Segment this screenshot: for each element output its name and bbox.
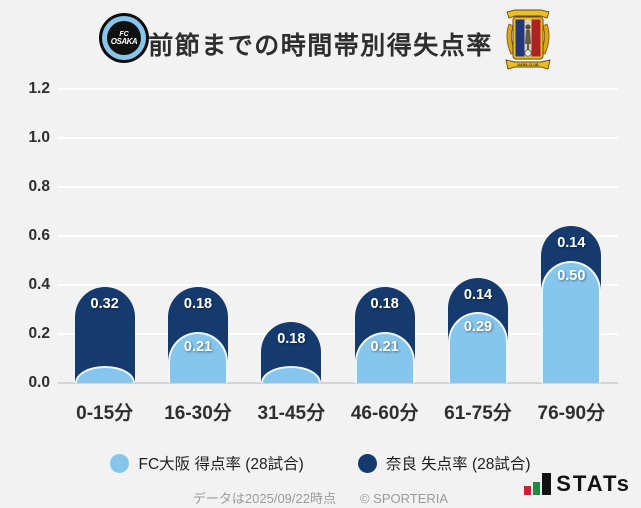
bar-value-label: 0.14	[557, 235, 586, 252]
x-axis: 0-15分 16-30分 31-45分 46-60分 61-75分 76-90分	[58, 398, 618, 424]
bar-value-label: 0.18	[370, 296, 399, 313]
bar-group: 0.18 0.21	[151, 89, 244, 383]
bar-value-label: 0.32	[90, 296, 119, 313]
y-tick-label: 0.6	[28, 227, 50, 244]
y-tick-label: 1.0	[28, 129, 50, 146]
fc-osaka-logo-text: FC	[119, 30, 129, 38]
bar-value-label: 0.29	[463, 318, 493, 335]
copyright-text: © SPORTERIA	[359, 491, 449, 506]
grid-line	[58, 284, 618, 286]
y-tick-label: 1.2	[28, 80, 50, 97]
footer-note: データは2025/09/22時点 © SPORTERIA	[0, 488, 641, 507]
y-tick-label: 0.8	[28, 178, 50, 195]
bar-group: 0.18	[245, 89, 338, 383]
legend-item: FC大阪 得点率 (28試合)	[110, 452, 304, 474]
y-tick-label: 0.0	[28, 374, 50, 391]
bar-value-label: 0.18	[277, 330, 306, 347]
x-axis-label: 31-45分	[257, 403, 326, 424]
stats-bar-chart-icon	[524, 473, 552, 495]
page-title: 前節までの時間帯別得失点率	[148, 32, 493, 60]
legend: FC大阪 得点率 (28試合) 奈良 失点率 (28試合)	[0, 452, 641, 474]
x-axis-label: 76-90分	[537, 403, 606, 424]
grid-line	[58, 137, 618, 139]
legend-swatch-icon	[357, 453, 377, 473]
legend-item: 奈良 失点率 (28試合)	[357, 452, 531, 474]
nara-club-crest-icon: NARA CLUB	[505, 9, 551, 70]
y-axis: 0.0 0.2 0.4 0.6 0.8 1.0 1.2	[12, 80, 50, 391]
y-tick-label: 0.4	[28, 276, 50, 293]
bar-value-label: 0.18	[183, 296, 213, 313]
grid-line	[58, 333, 618, 335]
stats-logo-text: STATs	[556, 471, 631, 496]
bar-light-segment	[447, 311, 508, 383]
grid-line	[58, 88, 618, 90]
legend-label: FC大阪 得点率 (28試合)	[138, 456, 304, 473]
x-axis-label: 16-30分	[164, 403, 232, 424]
fc-osaka-logo-ring: FC OSAKA	[102, 16, 146, 60]
legend-label: 奈良 失点率 (28試合)	[385, 456, 531, 473]
bar-value-label: 0.14	[463, 286, 493, 303]
bar-light-segment	[541, 260, 602, 383]
x-axis-label: 46-60分	[350, 403, 419, 424]
x-axis-label: 61-75分	[444, 403, 512, 424]
fc-osaka-logo: FC OSAKA	[99, 13, 149, 63]
stats-logo: STATs	[524, 473, 631, 495]
data-date-note: データは2025/09/22時点	[192, 491, 336, 506]
bar-value-label: 0.21	[370, 338, 399, 355]
bar-group: 0.32	[58, 89, 151, 383]
fc-osaka-logo-core: FC OSAKA	[107, 21, 141, 55]
chart-plot-area: 0.32 0.18 0.21 0.18 0.18 0.21 0.14 0.29 0.14 0.50	[58, 88, 618, 384]
nara-club-banner-text: NARA CLUB	[517, 63, 539, 67]
grid-line	[58, 382, 618, 384]
bars-layer: 0.32 0.18 0.21 0.18 0.18 0.21 0.14 0.29 0.14 0.50	[58, 89, 618, 383]
grid-line	[58, 235, 618, 237]
bar-light-segment	[167, 331, 228, 383]
x-axis-label: 0-15分	[76, 403, 134, 424]
grid-line	[58, 186, 618, 188]
fc-osaka-logo-text: OSAKA	[110, 36, 138, 46]
legend-swatch-icon	[110, 453, 130, 473]
bar-group: 0.18 0.21	[338, 89, 431, 383]
bar-group: 0.14 0.50	[525, 89, 618, 383]
bar-group: 0.14 0.29	[431, 89, 524, 383]
bar-value-label: 0.21	[183, 338, 213, 355]
bar-value-label: 0.50	[557, 267, 586, 284]
bar-light-segment	[354, 331, 415, 383]
y-tick-label: 0.2	[28, 325, 50, 342]
nara-club-logo: NARA CLUB	[503, 8, 553, 72]
